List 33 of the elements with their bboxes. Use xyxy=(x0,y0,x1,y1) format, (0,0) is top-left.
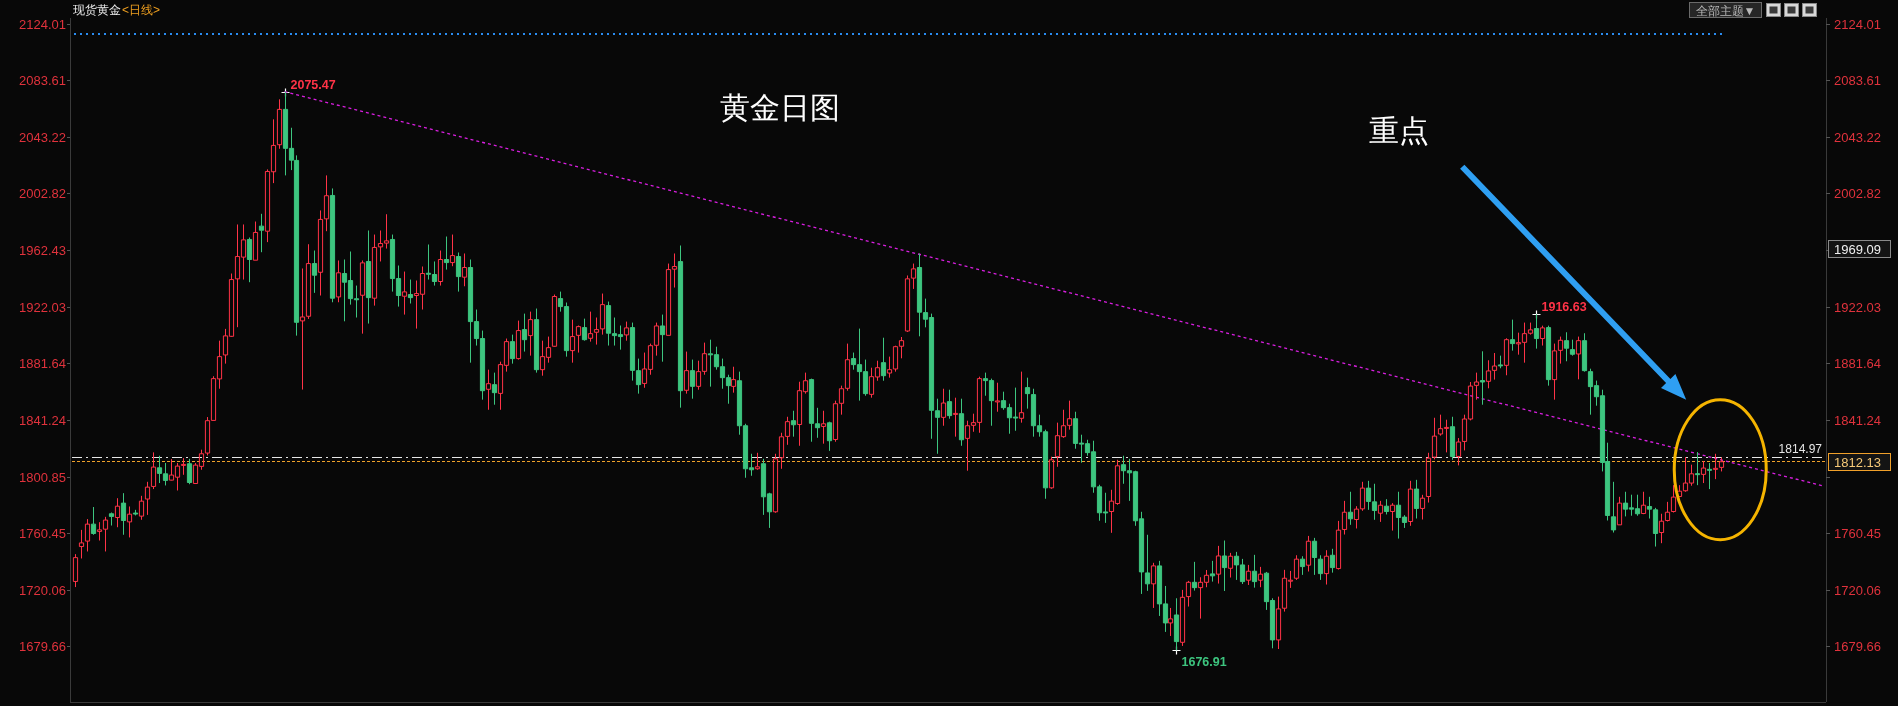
axis-value-label-text: 1969.09 xyxy=(1834,241,1881,257)
y-tick-label: 2124.01 xyxy=(19,17,66,32)
high-label: 1916.63 xyxy=(1541,299,1587,314)
note: 黄金日图 xyxy=(720,91,840,124)
y-tick-label: 1962.43 xyxy=(19,243,66,258)
y-tick-label: 1679.66 xyxy=(19,639,66,654)
y2-tick-label: 1922.03 xyxy=(1834,300,1881,315)
ref-label: 1814.97 xyxy=(1778,441,1822,456)
y-tick-label: 1922.03 xyxy=(19,300,66,315)
y2-tick-label: 2124.01 xyxy=(1834,17,1881,32)
y-tick-label: 1760.45 xyxy=(19,526,66,541)
y-tick-label: 2043.22 xyxy=(19,130,66,145)
y2-tick-label: 1679.66 xyxy=(1834,639,1881,654)
y2-tick-label: 1841.24 xyxy=(1834,413,1881,428)
y2-tick-label: 1720.06 xyxy=(1834,583,1881,598)
y-tick-label: 2083.61 xyxy=(19,73,66,88)
subtitle: <日线> xyxy=(122,3,160,17)
y-tick-label: 2002.82 xyxy=(19,186,66,201)
note: 重点 xyxy=(1369,114,1429,147)
ref-label-text: 1812.13 xyxy=(1834,454,1881,470)
y-tick-label: 1720.06 xyxy=(19,583,66,598)
low-label: 1676.91 xyxy=(1181,654,1227,669)
y2-tick-label: 1760.45 xyxy=(1834,526,1881,541)
title: 现货黄金 xyxy=(73,3,121,17)
y2-tick-label: 2002.82 xyxy=(1834,186,1881,201)
high-label: 2075.47 xyxy=(290,77,336,92)
y2-tick-label: 2083.61 xyxy=(1834,73,1881,88)
y-tick-label: 1881.64 xyxy=(19,356,66,371)
y2-tick-label: 2043.22 xyxy=(1834,130,1881,145)
y-tick-label: 1800.85 xyxy=(19,470,66,485)
button-text: 全部主题▼ xyxy=(1695,3,1756,18)
y2-tick-label: 1881.64 xyxy=(1834,356,1881,371)
y-tick-label: 1841.24 xyxy=(19,413,66,428)
